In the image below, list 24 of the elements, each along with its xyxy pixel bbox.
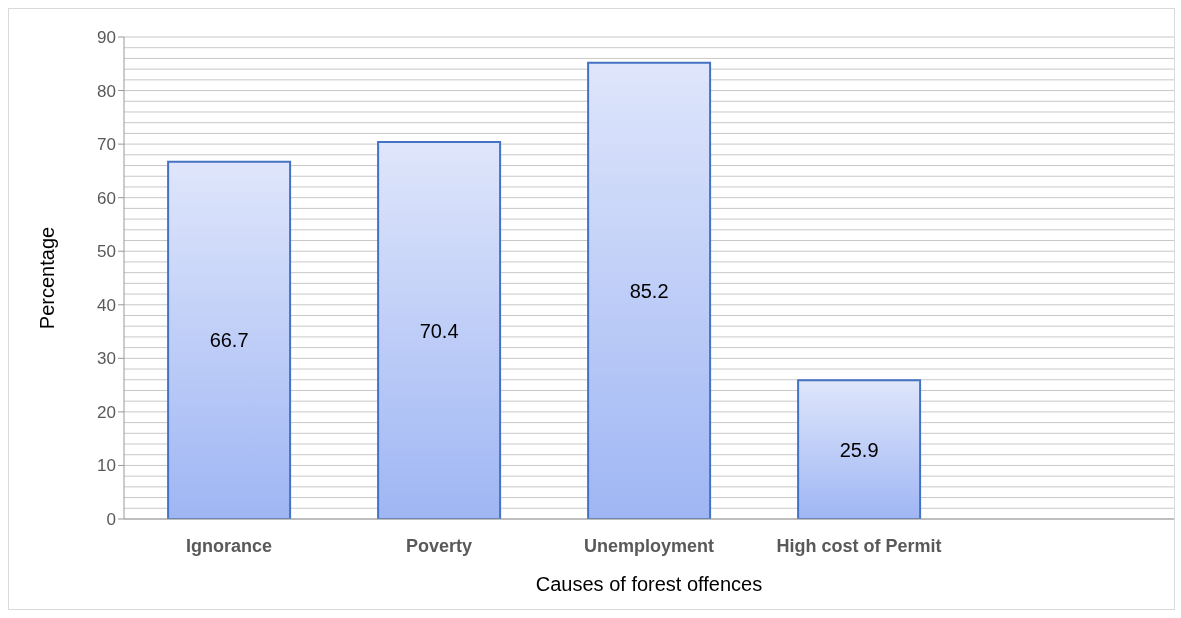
y-tick-label: 10 [97,456,116,476]
bar [377,140,502,519]
data-label: 85.2 [629,279,669,302]
y-axis-title: Percentage [36,226,59,330]
y-tick-label: 50 [97,242,116,262]
y-tick-label: 80 [97,81,116,101]
x-tick-label: Ignorance [185,535,273,556]
x-tick-label: Poverty [405,535,473,556]
data-label: 66.7 [209,329,249,352]
y-tick-label: 30 [97,349,116,369]
x-axis-title: Causes of forest offences [535,573,763,595]
y-tick-label: 60 [97,188,116,208]
y-tick-label: 20 [97,402,116,422]
y-tick-label: 70 [97,135,116,155]
x-tick-label: Unemployment [583,535,715,556]
bar [797,379,922,519]
y-tick-label: 90 [97,28,116,47]
y-tick-label: 40 [97,295,116,315]
bar [587,61,712,519]
y-tick-label: 0 [106,510,116,529]
bar [167,160,292,519]
data-label: 70.4 [419,319,459,342]
x-tick-label: High cost of Permit [776,535,942,556]
data-label: 25.9 [839,438,879,461]
